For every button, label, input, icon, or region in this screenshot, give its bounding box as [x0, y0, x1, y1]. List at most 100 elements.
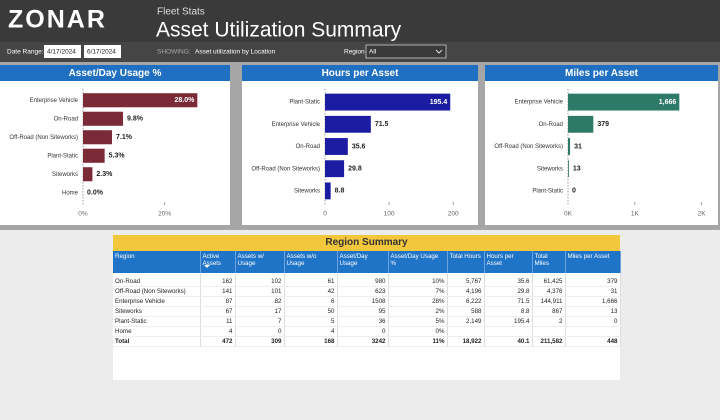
- table-cell: 0: [235, 326, 285, 337]
- bar: [83, 148, 105, 163]
- bar: [568, 93, 680, 111]
- table-cell: 10%: [388, 273, 448, 287]
- table-row: On-Road 162 102 61 980 10% 5,767 35.6 61,425 379: [113, 273, 621, 287]
- x-tick-label: 20%: [158, 211, 171, 218]
- x-tick-label: 0%: [78, 211, 88, 218]
- table-cell: 4: [200, 326, 236, 337]
- chart-title-bar: [0, 65, 230, 81]
- region-label: Region: [344, 49, 365, 56]
- end-date-input[interactable]: [84, 45, 121, 58]
- category-label: Siteworks: [537, 166, 563, 172]
- table-cell: Home: [113, 326, 201, 337]
- table-cell: 448: [565, 336, 621, 347]
- table-cell: 50: [284, 306, 338, 317]
- column-header: Active Assets: [200, 251, 236, 273]
- chart-card: [485, 65, 718, 225]
- category-label: On-Road: [296, 144, 320, 150]
- chart-card: [242, 65, 478, 225]
- table-cell: 61: [284, 273, 338, 287]
- end-date: 6/17/2024: [87, 49, 116, 56]
- table-cell: 144,911: [532, 296, 566, 307]
- table-cell: 101: [235, 286, 285, 297]
- bar: [325, 93, 451, 111]
- table-cell: On-Road: [113, 273, 201, 287]
- table-cell: 4,376: [532, 286, 566, 297]
- table-row: Total 472 309 168 3242 11% 18,922 40.1 211,582 44…: [113, 336, 621, 347]
- table-cell: 5,767: [447, 273, 485, 287]
- table-cell: 980: [337, 273, 389, 287]
- value-label: 379: [597, 121, 609, 128]
- category-label: Enterprise Vehicle: [272, 122, 321, 128]
- table-cell: 2: [532, 316, 566, 327]
- chart-title: Miles per Asset: [565, 68, 639, 79]
- table-cell: 18,922: [447, 336, 485, 347]
- region-dropdown[interactable]: [365, 44, 447, 59]
- region-value: All: [369, 49, 377, 56]
- value-label: 71.5: [375, 121, 389, 128]
- table-cell: 1,666: [565, 296, 621, 307]
- table-row: Off-Road (Non Siteworks) 141 101 42 623 7% 4,1…: [113, 286, 621, 297]
- table-cell: 17: [235, 306, 285, 317]
- table-cell: 588: [447, 306, 485, 317]
- table-cell: 61,425: [532, 273, 566, 287]
- bar: [325, 115, 371, 133]
- table-cell: 4: [284, 326, 338, 337]
- category-label: Enterprise Vehicle: [515, 100, 564, 106]
- value-label: 0.0%: [87, 190, 104, 197]
- table-cell: Total: [113, 336, 201, 347]
- region-summary-table: Region Summary Region Active Assets Assets…: [113, 235, 621, 380]
- page-title: Asset Utilization Summary: [156, 19, 402, 42]
- column-header: Hours per Asset: [484, 251, 533, 273]
- table-cell: 162: [200, 273, 236, 287]
- table-cell: 42: [284, 286, 338, 297]
- table-cell: 7%: [388, 286, 448, 297]
- start-date: 4/17/2024: [47, 49, 76, 56]
- category-label: Off-Road (Non Siteworks): [494, 144, 563, 150]
- table-cell: [484, 326, 533, 337]
- x-tick-label: 0: [323, 211, 327, 218]
- value-label: 8.8: [335, 188, 345, 195]
- table-cell: 3242: [337, 336, 389, 347]
- table-cell: 35.6: [484, 273, 533, 287]
- table-cell: 5: [284, 316, 338, 327]
- subtitle: Fleet Stats: [157, 7, 205, 18]
- table-cell: [447, 326, 485, 337]
- column-header: Assets w/o Usage: [284, 251, 338, 273]
- column-header: Total Hours: [447, 251, 485, 273]
- bar: [568, 115, 594, 133]
- value-label: 9.8%: [127, 116, 144, 123]
- column-header: Asset/Day Usage %: [388, 251, 448, 273]
- category-label: Siteworks: [52, 172, 78, 178]
- table-cell: Enterprise Vehicle: [113, 296, 201, 307]
- table-cell: 8.8: [484, 306, 533, 317]
- bar: [83, 130, 112, 145]
- table-cell: 31: [565, 286, 621, 297]
- table-cell: 195.4: [484, 316, 533, 327]
- table-cell: 13: [565, 306, 621, 317]
- table-cell: Plant-Static: [113, 316, 201, 327]
- table-cell: 40.1: [484, 336, 533, 347]
- table-cell: 2,149: [447, 316, 485, 327]
- table-cell: 309: [235, 336, 285, 347]
- table-cell: 141: [200, 286, 236, 297]
- table-row: Home 4 0 4 0 0%: [113, 326, 621, 337]
- table-cell: 6,222: [447, 296, 485, 307]
- value-label: 28.0%: [174, 97, 195, 104]
- column-header: Region: [113, 251, 201, 273]
- column-header: Assets w/ Usage: [235, 251, 285, 273]
- category-label: On-Road: [539, 122, 563, 128]
- bar: [83, 93, 198, 108]
- category-label: On-Road: [54, 116, 78, 122]
- table-cell: 168: [284, 336, 338, 347]
- table-cell: 36: [337, 316, 389, 327]
- start-date-input[interactable]: [44, 45, 81, 58]
- value-label: 29.8: [348, 166, 362, 173]
- table-cell: 29.8: [484, 286, 533, 297]
- table-cell: 0: [565, 316, 621, 327]
- table-row: Siteworks 67 17 50 95 2% 588 8.8 867 13: [113, 306, 621, 317]
- table-cell: 87: [200, 296, 236, 307]
- table-cell: 211,582: [532, 336, 566, 347]
- x-tick-label: 200: [448, 211, 459, 218]
- bar: [568, 138, 571, 155]
- value-label: 13: [573, 166, 581, 173]
